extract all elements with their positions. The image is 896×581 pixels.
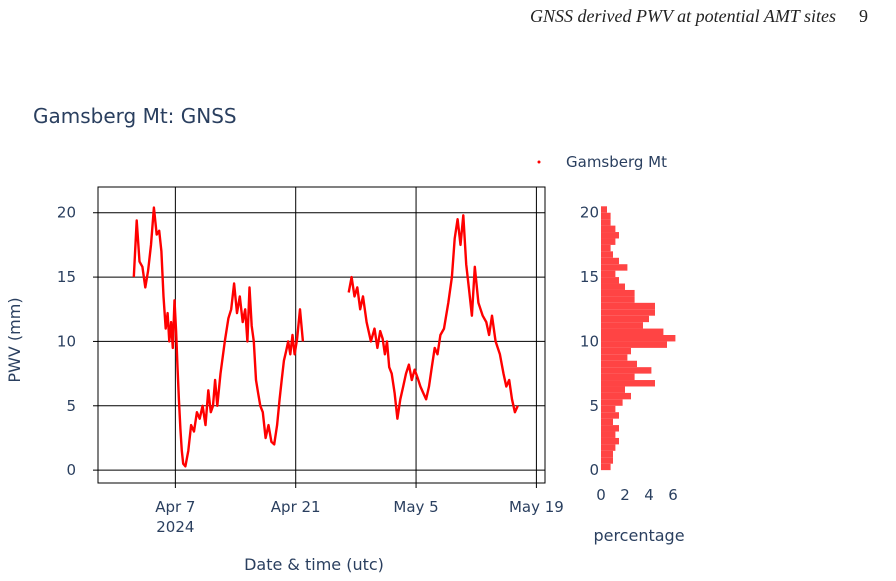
histogram-y-tick-label: 20 bbox=[580, 204, 599, 222]
series-line bbox=[132, 206, 305, 468]
x-tick-label: May 19 bbox=[509, 498, 564, 516]
histogram-y-tick-label: 5 bbox=[589, 397, 599, 415]
y-tick-label: 0 bbox=[66, 461, 76, 479]
histogram-bar bbox=[601, 335, 676, 342]
histogram-bar bbox=[601, 354, 628, 361]
histogram-bar bbox=[601, 232, 619, 239]
histogram-bar bbox=[601, 386, 625, 393]
main-plot-area bbox=[97, 186, 546, 484]
histogram-bar bbox=[601, 425, 619, 432]
histogram-bar bbox=[601, 463, 611, 471]
histogram-y-tick-label: 0 bbox=[589, 461, 599, 479]
histogram-bars bbox=[601, 206, 676, 471]
histogram-bar bbox=[601, 225, 616, 233]
histogram-bar bbox=[601, 219, 611, 226]
x-tick-label: Apr 21 bbox=[271, 498, 321, 516]
legend-marker bbox=[537, 160, 541, 164]
series-line bbox=[347, 214, 519, 420]
page-number: 9 bbox=[859, 6, 868, 26]
histogram-bar bbox=[601, 347, 631, 355]
histogram-x-tick-label: 6 bbox=[668, 486, 678, 504]
histogram-bar bbox=[601, 238, 616, 245]
histogram-bar bbox=[601, 373, 635, 381]
histogram-bar bbox=[601, 405, 616, 413]
y-tick-label: 10 bbox=[57, 332, 76, 350]
histogram-bar bbox=[601, 206, 607, 213]
y-tick-label: 5 bbox=[66, 397, 76, 415]
x-tick-label: Apr 7 bbox=[155, 498, 195, 516]
histogram-bar bbox=[601, 367, 652, 374]
main-y-ticks: 0 5 10 15 20 bbox=[57, 204, 98, 479]
x-axis-label: Date & time (utc) bbox=[244, 555, 384, 574]
x-tick-label: May 5 bbox=[393, 498, 438, 516]
histogram-bar bbox=[601, 257, 619, 265]
histogram-bar bbox=[601, 450, 613, 458]
y-tick-label: 15 bbox=[57, 268, 76, 286]
running-title: GNSS derived PWV at potential AMT sites bbox=[530, 6, 836, 26]
histogram-bar bbox=[601, 444, 616, 451]
histogram-bar bbox=[601, 341, 667, 348]
x-tick-sublabel: 2024 bbox=[156, 518, 194, 536]
histogram-x-label: percentage bbox=[593, 526, 684, 545]
legend[interactable]: Gamsberg Mt bbox=[537, 153, 668, 171]
histogram-bar bbox=[601, 399, 623, 406]
histogram-bar bbox=[601, 431, 616, 438]
histogram-bar bbox=[601, 380, 655, 387]
y-axis-label: PWV (mm) bbox=[5, 297, 24, 382]
legend-label: Gamsberg Mt bbox=[566, 153, 667, 171]
histogram-bar bbox=[601, 392, 631, 400]
series-gamsberg-mt bbox=[132, 206, 519, 468]
histogram-bar bbox=[601, 437, 619, 445]
histogram-bar bbox=[601, 457, 613, 464]
chart-title: Gamsberg Mt: GNSS bbox=[33, 104, 237, 128]
histogram-bar bbox=[601, 322, 643, 329]
histogram-bar bbox=[601, 289, 635, 297]
histogram-x-tick-label: 4 bbox=[644, 486, 654, 504]
histogram-x-tick-label: 0 bbox=[596, 486, 606, 504]
histogram-bar bbox=[601, 296, 635, 303]
histogram-bar bbox=[601, 418, 613, 426]
histogram-bar bbox=[601, 270, 616, 278]
histogram-bar bbox=[601, 328, 664, 335]
page-header: GNSS derived PWV at potential AMT sites … bbox=[0, 2, 896, 42]
histogram-y-tick-label: 10 bbox=[580, 332, 599, 350]
histogram-bar bbox=[601, 360, 637, 368]
y-tick-label: 20 bbox=[57, 204, 76, 222]
histogram-y-tick-label: 15 bbox=[580, 268, 599, 286]
plot-frame bbox=[97, 186, 546, 484]
histogram-bar bbox=[601, 277, 619, 284]
histogram-bar bbox=[601, 412, 619, 419]
histogram-bar bbox=[601, 302, 655, 310]
histogram-x-tick-label: 2 bbox=[620, 486, 630, 504]
histogram-bar bbox=[601, 264, 628, 271]
histogram-bar bbox=[601, 283, 625, 290]
histogram-bar bbox=[601, 251, 613, 258]
histogram-bar bbox=[601, 212, 611, 220]
histogram-y-ticks: 0 5 10 15 20 bbox=[580, 204, 599, 479]
histogram-bar bbox=[601, 309, 655, 316]
main-x-ticks: Apr 7 2024 Apr 21 May 5 May 19 bbox=[155, 483, 564, 536]
histogram-bar bbox=[601, 244, 611, 252]
histogram-bar bbox=[601, 315, 649, 323]
